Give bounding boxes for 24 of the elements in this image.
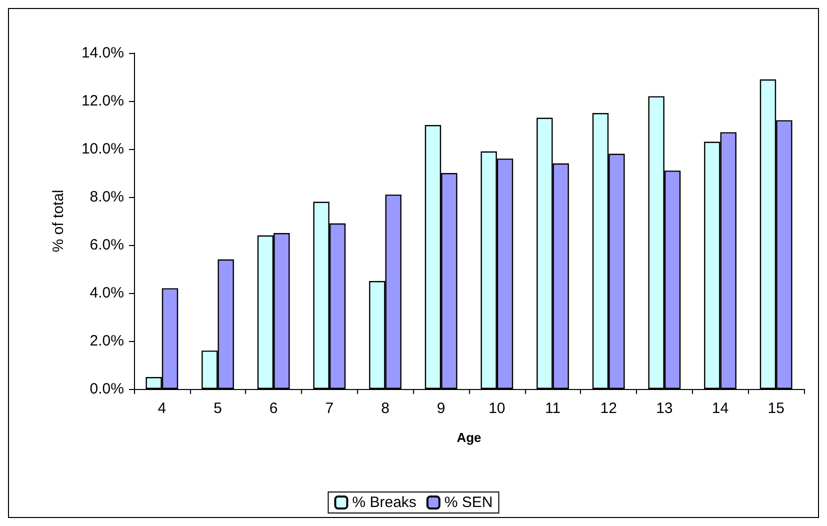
x-tick-label: 12 xyxy=(600,400,617,417)
x-tick-label: 8 xyxy=(381,400,390,417)
y-tick-label: 6.0% xyxy=(90,236,124,254)
x-tick-label: 5 xyxy=(214,400,222,417)
y-tick-label: 10.0% xyxy=(81,140,124,158)
legend-label: % SEN xyxy=(444,494,493,511)
y-tick-label: 12.0% xyxy=(81,92,124,110)
y-tick-label: 4.0% xyxy=(90,284,124,302)
x-tick-label: 11 xyxy=(544,400,561,417)
x-tick-label: 14 xyxy=(712,400,729,417)
y-tick-label: 0.0% xyxy=(90,380,124,398)
y-tick-label: 8.0% xyxy=(90,188,124,206)
x-tick-label: 15 xyxy=(768,400,784,417)
x-tick-label: 9 xyxy=(436,400,446,417)
x-tick-label: 6 xyxy=(269,400,278,417)
x-tick-label: 4 xyxy=(158,400,166,417)
y-tick-label: 2.0% xyxy=(90,332,124,350)
legend-label: % Breaks xyxy=(352,494,416,511)
y-axis-title: % of total xyxy=(50,190,67,252)
x-tick-label: 10 xyxy=(488,400,506,417)
x-axis-title: Age xyxy=(456,430,482,445)
y-tick-label: 14.0% xyxy=(81,44,124,62)
x-tick-label: 7 xyxy=(325,400,334,417)
x-tick-label: 13 xyxy=(656,400,673,417)
